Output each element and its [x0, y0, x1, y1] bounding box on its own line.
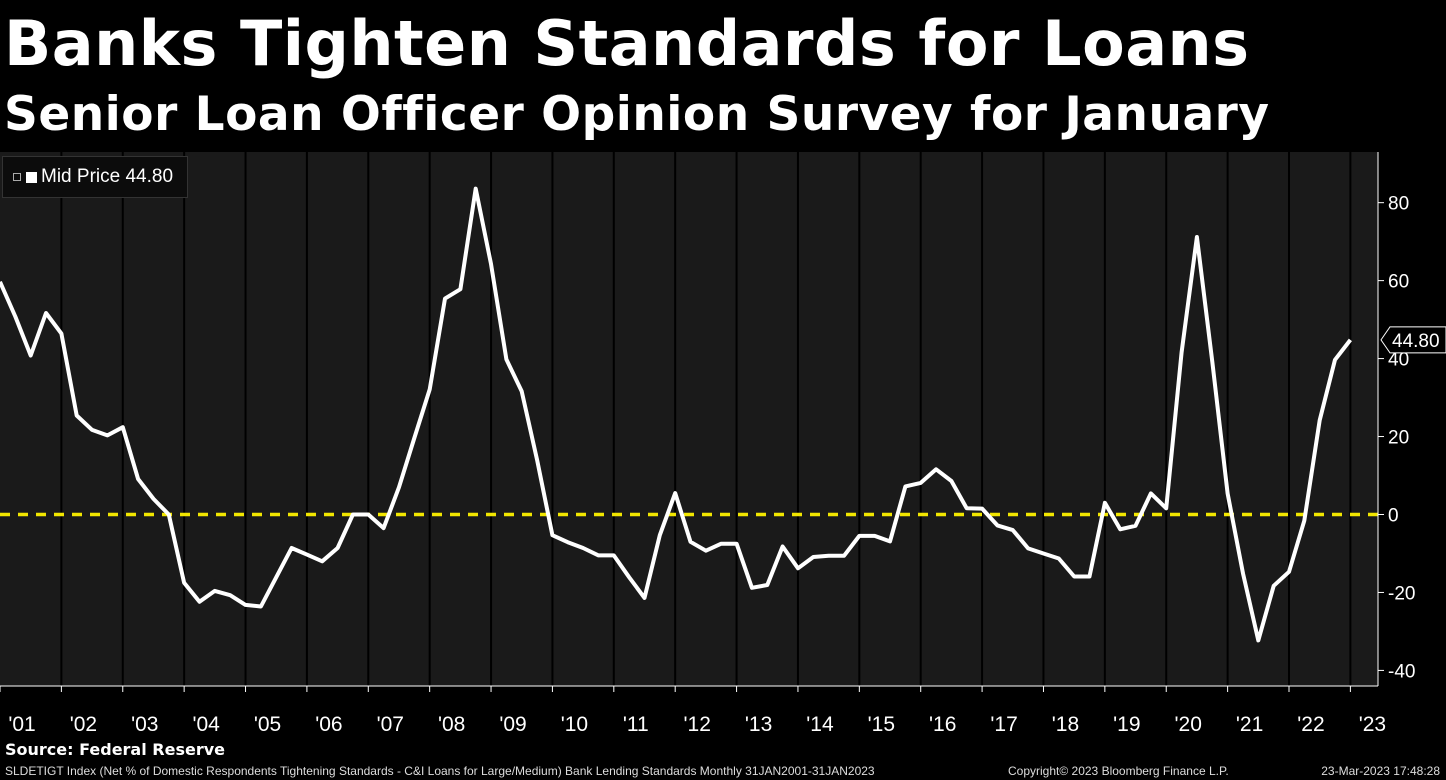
x-tick-label: '07 [377, 713, 404, 736]
x-tick-label: '09 [499, 713, 526, 736]
x-tick-label: '17 [990, 713, 1017, 736]
x-tick-label: '11 [623, 713, 649, 736]
legend-toggle-icon[interactable] [13, 173, 21, 181]
last-value-label: 44.80 [1392, 331, 1440, 352]
x-tick-label: '21 [1236, 713, 1263, 736]
x-tick-label: '13 [745, 713, 772, 736]
source-note: Source: Federal Reserve [5, 740, 225, 759]
plot-background [0, 152, 1378, 686]
x-tick-label: '04 [192, 713, 220, 736]
y-tick-label: 20 [1388, 428, 1409, 449]
x-tick-label: '14 [806, 713, 834, 736]
x-tick-label: '05 [254, 713, 281, 736]
x-tick-label: '10 [561, 713, 588, 736]
last-value-marker: 44.80 [1380, 326, 1446, 354]
legend-label: Mid Price 44.80 [41, 166, 174, 187]
line-chart: -40 -20 0 20 40 60 80 '01 '02 '03 '04 '05 '06 '07 '08… [0, 152, 1446, 736]
y-axis-ticks: -40 -20 0 20 40 60 80 [1378, 194, 1415, 682]
x-tick-label: '06 [315, 713, 342, 736]
x-tick-label: '22 [1297, 713, 1324, 736]
x-axis-ticks: '01 '02 '03 '04 '05 '06 '07 '08 '09 '10 '11 '12 '13 '… [0, 686, 1386, 736]
timestamp: 23-Mar-2023 17:48:28 [1321, 764, 1440, 778]
y-tick-label: 40 [1388, 350, 1409, 371]
index-description: SLDETIGT Index (Net % of Domestic Respon… [5, 764, 875, 778]
legend[interactable]: Mid Price 44.80 [2, 156, 188, 198]
x-tick-label: '20 [1175, 713, 1202, 736]
x-tick-label: '19 [1113, 713, 1140, 736]
series-line-mid-price [0, 186, 1352, 643]
x-tick-label: '01 [8, 713, 35, 736]
y-tick-label: 0 [1388, 505, 1399, 526]
x-tick-label: '23 [1359, 713, 1386, 736]
copyright-note: Copyright© 2023 Bloomberg Finance L.P. [1008, 764, 1229, 778]
y-tick-label: -40 [1388, 661, 1415, 682]
last-value-box [1380, 326, 1446, 354]
x-tick-label: '03 [131, 713, 158, 736]
chart-subtitle: Senior Loan Officer Opinion Survey for J… [4, 87, 1270, 142]
gridlines [60, 152, 1352, 686]
x-tick-label: '12 [684, 713, 711, 736]
y-tick-label: 80 [1388, 194, 1409, 215]
x-tick-label: '18 [1052, 713, 1079, 736]
x-tick-label: '02 [70, 713, 97, 736]
chart-title: Banks Tighten Standards for Loans [4, 7, 1250, 80]
y-tick-label: 60 [1388, 272, 1409, 293]
y-tick-label: -20 [1388, 583, 1415, 604]
x-tick-label: '15 [868, 713, 895, 736]
legend-swatch [26, 171, 37, 183]
x-tick-label: '16 [929, 713, 956, 736]
x-tick-label: '08 [438, 713, 465, 736]
